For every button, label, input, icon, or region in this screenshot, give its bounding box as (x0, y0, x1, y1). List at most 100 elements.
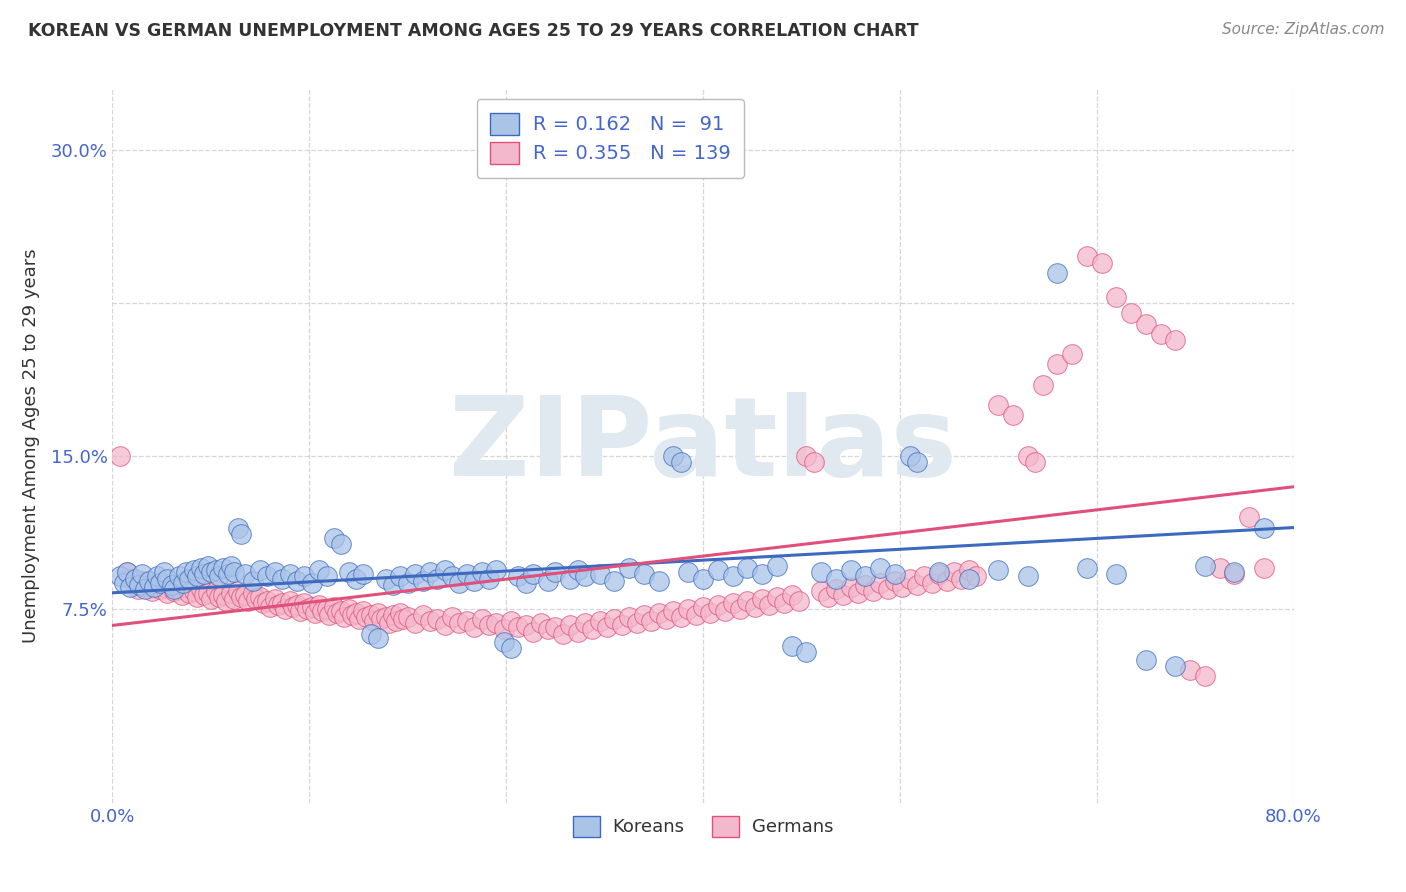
Point (172, 575, 194, 590)
Point (183, 563, 205, 577)
Point (163, 583, 186, 598)
Point (330, 604, 353, 618)
Point (141, 583, 163, 598)
Point (179, 572, 201, 586)
Point (529, 616, 551, 631)
Legend: Koreans, Germans: Koreans, Germans (565, 808, 841, 844)
Point (108, 449, 131, 463)
Point (721, 596, 744, 610)
Point (567, 563, 589, 577)
Point (333, 610, 356, 624)
Point (326, 606, 349, 620)
Point (817, 590, 839, 604)
Point (134, 580, 156, 594)
Point (347, 612, 370, 626)
Point (1253, 561, 1275, 575)
Point (382, 608, 405, 623)
Point (898, 572, 921, 586)
Point (796, 645, 818, 659)
Point (222, 591, 245, 606)
Point (839, 563, 862, 577)
Point (360, 608, 382, 623)
Point (603, 612, 626, 626)
Point (456, 615, 478, 629)
Point (249, 563, 271, 577)
Point (242, 586, 264, 600)
Point (640, 615, 662, 629)
Point (1017, 449, 1039, 463)
Point (884, 574, 907, 588)
Point (249, 590, 271, 604)
Point (914, 569, 936, 583)
Point (219, 559, 242, 574)
Point (352, 604, 374, 618)
Point (1239, 510, 1261, 524)
Point (396, 610, 419, 624)
Point (921, 575, 943, 590)
Point (292, 569, 315, 583)
Point (245, 591, 267, 606)
Point (167, 569, 190, 583)
Point (200, 591, 222, 606)
Point (537, 623, 560, 637)
Point (222, 566, 245, 580)
Point (160, 577, 183, 591)
Point (271, 572, 294, 586)
Point (787, 594, 810, 608)
Point (174, 580, 197, 594)
Point (208, 590, 231, 604)
Point (855, 569, 877, 583)
Point (229, 590, 252, 604)
Point (449, 575, 471, 590)
Point (935, 574, 957, 588)
Point (389, 569, 412, 583)
Point (987, 563, 1010, 577)
Point (508, 620, 530, 634)
Point (197, 586, 219, 600)
Point (340, 608, 363, 623)
Point (197, 559, 219, 574)
Point (330, 537, 353, 551)
Point (271, 596, 294, 610)
Point (212, 561, 235, 575)
Point (219, 586, 242, 600)
Point (304, 606, 326, 620)
Point (950, 572, 973, 586)
Point (610, 618, 633, 632)
Point (633, 608, 655, 623)
Point (721, 569, 744, 583)
Point (370, 612, 392, 626)
Point (898, 449, 921, 463)
Point (396, 575, 419, 590)
Point (766, 559, 789, 574)
Point (751, 591, 773, 606)
Point (678, 566, 700, 580)
Point (205, 563, 228, 577)
Point (558, 618, 582, 632)
Point (1001, 409, 1024, 423)
Point (876, 582, 898, 596)
Point (308, 598, 330, 612)
Point (112, 575, 135, 590)
Point (1223, 567, 1246, 582)
Point (737, 561, 759, 575)
Point (647, 606, 671, 620)
Point (928, 567, 950, 582)
Point (662, 449, 685, 463)
Point (278, 567, 301, 582)
Point (891, 580, 914, 594)
Point (501, 640, 523, 655)
Point (186, 590, 208, 604)
Point (1105, 567, 1128, 582)
Point (728, 602, 751, 616)
Point (315, 569, 337, 583)
Point (288, 604, 311, 618)
Point (824, 582, 846, 596)
Point (374, 610, 396, 624)
Point (839, 580, 862, 594)
Point (174, 566, 197, 580)
Point (862, 583, 884, 598)
Point (128, 577, 150, 591)
Point (706, 563, 728, 577)
Point (685, 608, 707, 623)
